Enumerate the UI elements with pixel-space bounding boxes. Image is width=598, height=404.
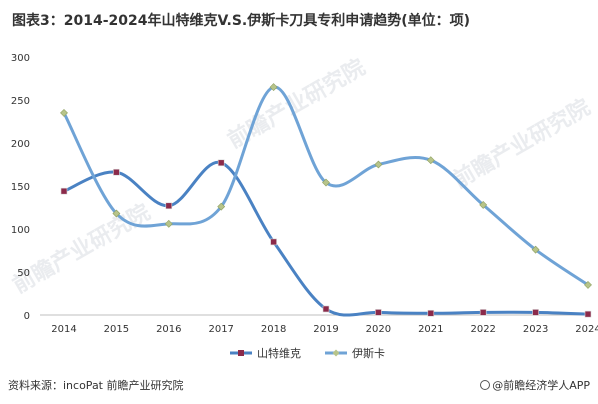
x-tick-label: 2021 [418, 324, 443, 335]
x-tick-label: 2024 [575, 324, 598, 335]
data-point-diamond [479, 200, 488, 209]
series-line [63, 160, 589, 317]
data-point-diamond [322, 178, 330, 187]
series-markers [60, 83, 592, 318]
data-point-square [165, 202, 173, 210]
x-axis: 2014 2015 2016 2017 2018 2019 2020 2021 2022 2023… [40, 314, 598, 335]
y-tick-label: 100 [11, 225, 30, 236]
data-point-square [113, 168, 120, 176]
data-point-diamond [112, 209, 121, 218]
legend-marker-square [238, 350, 244, 356]
watermark-text: 前瞻产业研究院 [8, 199, 154, 299]
x-tick-label: 2014 [51, 324, 76, 335]
x-tick-label: 2022 [470, 324, 495, 335]
y-tick-label: 250 [11, 96, 30, 107]
data-point-diamond [426, 156, 435, 165]
data-point-diamond [584, 280, 592, 289]
brand-note: @前瞻经济学人APP [480, 377, 590, 393]
y-tick-label: 50 [17, 268, 30, 279]
data-point-square [584, 310, 592, 318]
x-tick-label: 2023 [523, 324, 548, 335]
x-tick-label: 2016 [156, 324, 181, 335]
x-tick-label: 2015 [104, 324, 129, 335]
series-lines [62, 85, 589, 317]
watermark-text: 前瞻产业研究院 [448, 94, 594, 194]
x-tick-label: 2020 [366, 324, 391, 335]
legend: 山特维克 伊斯卡 [230, 346, 385, 360]
x-tick-label: 2017 [208, 324, 233, 335]
data-point-square [427, 309, 435, 317]
y-tick-label: 150 [11, 182, 30, 193]
x-tick-label: 2018 [261, 324, 286, 335]
data-point-square [375, 309, 382, 316]
data-point-square [270, 238, 277, 246]
legend-label: 伊斯卡 [352, 347, 385, 360]
chart-title: 图表3：2014-2024年山特维克V.S.伊斯卡刀具专利申请趋势(单位：项) [12, 13, 471, 29]
source-note: 资料来源：incoPat 前瞻产业研究院 [8, 379, 184, 392]
data-point-square [479, 309, 487, 316]
data-point-diamond [531, 245, 540, 254]
data-point-diamond [60, 108, 68, 117]
data-point-diamond [164, 219, 173, 228]
y-axis: 0 50 100 150 200 250 300 [11, 53, 30, 322]
x-tick-label: 2019 [313, 324, 338, 335]
y-tick-label: 200 [11, 139, 30, 150]
data-point-diamond [217, 202, 226, 211]
watermark-text: 前瞻产业研究院 [223, 54, 369, 154]
data-point-square [60, 187, 68, 195]
legend-label: 山特维克 [257, 346, 301, 360]
series-line [62, 85, 589, 287]
legend-marker-diamond [332, 349, 340, 357]
y-tick-label: 0 [24, 311, 30, 322]
y-tick-label: 300 [11, 53, 30, 64]
data-point-diamond [374, 160, 383, 169]
data-point-square [217, 159, 225, 167]
brand-logo-icon [480, 380, 491, 390]
data-point-diamond [269, 83, 278, 92]
data-point-square [532, 309, 539, 316]
data-point-square [322, 305, 330, 313]
brand-label: @前瞻经济学人APP [492, 379, 590, 392]
